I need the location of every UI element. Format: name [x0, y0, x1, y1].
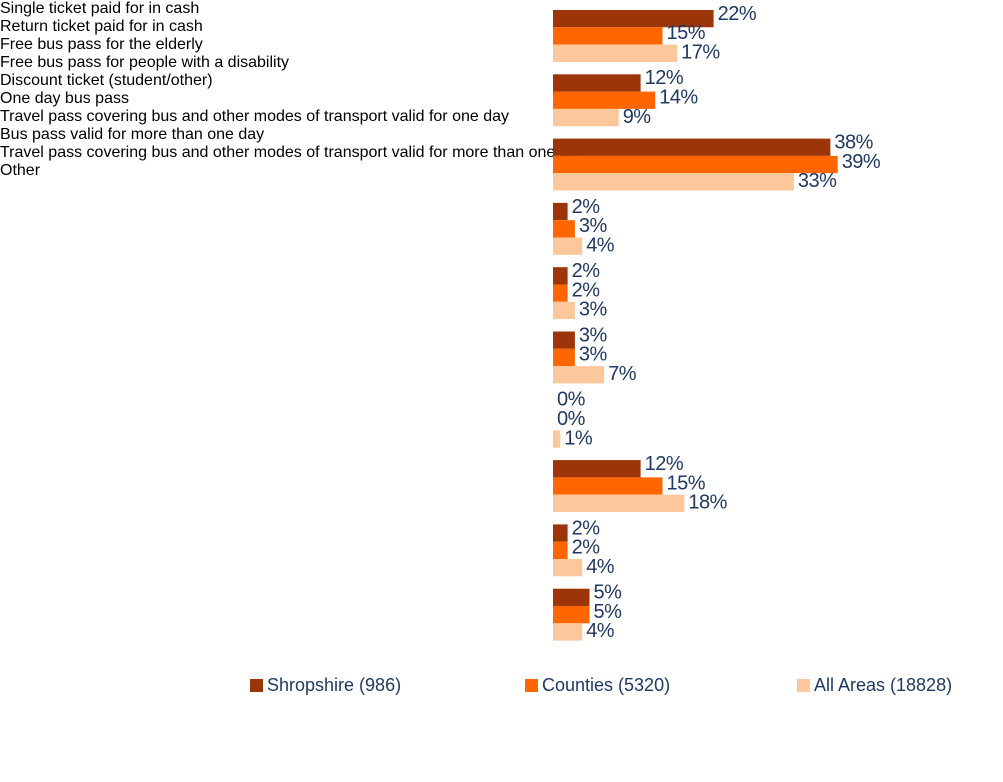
bar — [553, 460, 641, 478]
category-label-box: One day bus pass — [0, 90, 1003, 108]
legend-swatch — [797, 679, 810, 692]
value-label: 2% — [572, 260, 601, 282]
value-label: 9% — [623, 106, 652, 128]
category-label-box: Free bus pass for people with a disabili… — [0, 54, 1003, 72]
bar — [553, 74, 641, 92]
value-label: 4% — [586, 620, 615, 642]
legend-label: Shropshire (986) — [267, 675, 402, 695]
bar — [553, 348, 575, 367]
category-label: Free bus pass for the elderly — [0, 36, 203, 53]
category-label-box: Travel pass covering bus and other modes… — [0, 108, 1003, 126]
value-label: 15% — [667, 22, 706, 44]
category-label: Bus pass valid for more than one day — [0, 126, 265, 143]
bar — [553, 173, 794, 191]
legend-label: Counties (5320) — [542, 675, 671, 695]
value-label: 3% — [579, 215, 608, 237]
value-label: 0% — [557, 408, 586, 430]
bar — [553, 267, 568, 285]
bar — [553, 44, 678, 62]
value-label: 3% — [579, 324, 608, 346]
value-label: 22% — [718, 3, 757, 25]
category-label-box: Discount ticket (student/other) — [0, 72, 1003, 90]
value-label: 2% — [572, 517, 601, 539]
value-label: 2% — [572, 196, 601, 218]
value-label: 3% — [579, 299, 608, 321]
legend-item: Counties (5320) — [525, 675, 670, 696]
category-label-box: Single ticket paid for in cash — [0, 0, 1003, 18]
bar — [553, 108, 619, 127]
bar — [553, 284, 568, 302]
category-label-box: Return ticket paid for in cash — [0, 18, 1003, 36]
bar — [553, 559, 583, 577]
category-label-box: Bus pass valid for more than one day — [0, 126, 1003, 144]
value-label: 14% — [659, 87, 698, 109]
bar — [553, 202, 568, 221]
value-label: 0% — [557, 389, 586, 411]
legend-label: All Areas (18828) — [814, 675, 953, 695]
bar — [553, 10, 714, 28]
value-label: 4% — [586, 234, 615, 256]
bar — [553, 623, 583, 641]
category-label: Other — [0, 162, 41, 179]
category-label: One day bus pass — [0, 90, 129, 107]
value-label: 4% — [586, 556, 615, 578]
category-label-box: Other — [0, 162, 1003, 180]
value-label: 2% — [572, 537, 601, 559]
value-label: 5% — [594, 601, 623, 623]
bar — [553, 477, 663, 495]
value-label: 17% — [681, 42, 720, 64]
category-label: Return ticket paid for in cash — [0, 18, 203, 35]
value-label: 2% — [572, 279, 601, 301]
category-label: Travel pass covering bus and other modes… — [0, 108, 510, 125]
bar — [553, 237, 583, 255]
category-label: Single ticket paid for in cash — [0, 0, 200, 17]
bar — [553, 366, 605, 384]
bar — [553, 494, 685, 512]
category-label: Free bus pass for people with a disabili… — [0, 54, 290, 71]
value-label: 5% — [594, 582, 623, 604]
value-label: 7% — [608, 363, 637, 385]
bar — [553, 541, 568, 559]
value-label: 3% — [579, 344, 608, 366]
legend-swatch — [250, 679, 263, 692]
bar — [553, 301, 575, 320]
legend-item: Shropshire (986) — [250, 675, 401, 696]
value-label: 12% — [645, 453, 684, 475]
bar — [553, 430, 561, 448]
value-label: 12% — [645, 67, 684, 89]
value-label: 39% — [842, 151, 881, 173]
bar — [553, 91, 656, 109]
value-label: 15% — [667, 472, 706, 494]
bar — [553, 524, 568, 542]
category-label-box: Free bus pass for the elderly — [0, 36, 1003, 54]
bar — [553, 331, 575, 349]
bar — [553, 138, 831, 156]
legend-item: All Areas (18828) — [797, 675, 952, 696]
bar — [553, 155, 838, 174]
category-label: Travel pass covering bus and other modes… — [0, 144, 586, 161]
value-label: 1% — [564, 427, 593, 449]
value-label: 18% — [688, 492, 727, 514]
category-label-box: Travel pass covering bus and other modes… — [0, 144, 1003, 162]
bar — [553, 220, 575, 238]
value-label: 38% — [834, 132, 873, 154]
category-label: Discount ticket (student/other) — [0, 72, 213, 89]
bar — [553, 588, 590, 606]
value-label: 33% — [798, 170, 837, 192]
legend-swatch — [525, 679, 538, 692]
bar — [553, 606, 590, 624]
bar — [553, 27, 663, 45]
